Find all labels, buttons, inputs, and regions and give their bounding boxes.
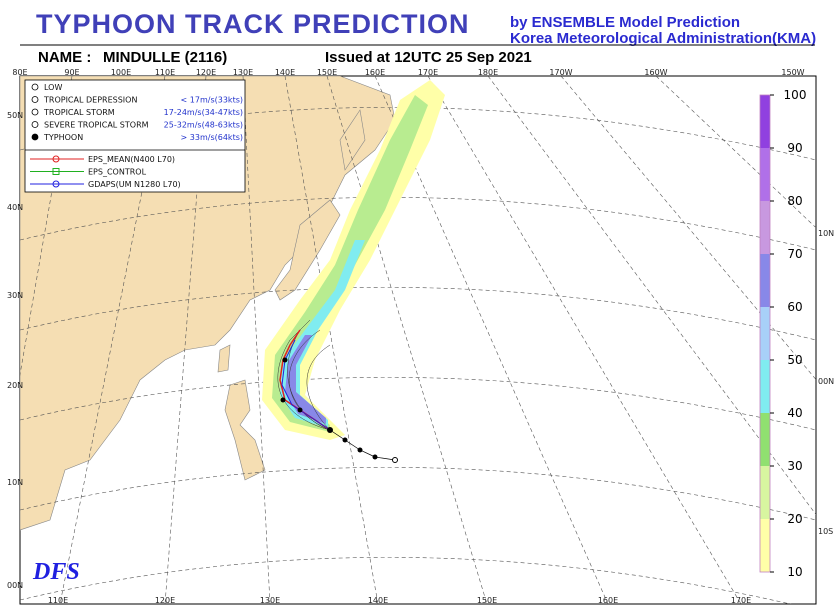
lat-label: 40N xyxy=(7,203,23,212)
colorbar-segment xyxy=(760,519,770,572)
intensity-label: TROPICAL STORM xyxy=(43,108,115,117)
colorbar-label: 90 xyxy=(787,141,802,155)
colorbar-segment xyxy=(760,254,770,307)
intensity-range: < 17m/s(33kts) xyxy=(181,96,243,105)
colorbar-segment xyxy=(760,95,770,148)
issued: Issued at 12UTC 25 Sep 2021 xyxy=(325,49,532,66)
title: TYPHOON TRACK PREDICTION xyxy=(36,9,470,39)
gdaps-track xyxy=(281,339,331,431)
colorbar-segment xyxy=(760,413,770,466)
legend: LOW TROPICAL DEPRESSION < 17m/s(33kts) TROP… xyxy=(30,83,243,189)
lon-label: 130E xyxy=(233,68,253,77)
colorbar-label: 30 xyxy=(787,459,802,473)
colorbar-segment xyxy=(760,307,770,360)
intensity-label: SEVERE TROPICAL STORM xyxy=(44,121,149,130)
colorbar-segment xyxy=(760,360,770,413)
intensity-range: > 33m/s(64kts) xyxy=(181,133,243,142)
intensity-label: LOW xyxy=(44,83,62,92)
lon-label: 170E xyxy=(418,68,438,77)
lon-label: 160W xyxy=(644,68,667,77)
lon-label: 140E xyxy=(275,68,295,77)
colorbar-label: 80 xyxy=(787,194,802,208)
lon-label: 160E xyxy=(365,68,385,77)
track-label: GDAPS(UM N1280 L70) xyxy=(88,180,181,189)
lon-label: 90E xyxy=(64,68,79,77)
track-symbol xyxy=(52,155,60,163)
colorbar-label: 50 xyxy=(787,353,802,367)
subtitle: Korea Meteorological Administration(KMA) xyxy=(510,30,816,47)
lon-label: 100E xyxy=(111,68,131,77)
lon-label: 150E xyxy=(477,596,497,605)
japan xyxy=(274,199,341,301)
subtitle: by ENSEMBLE Model Prediction xyxy=(510,14,740,31)
colorbar-label: 10 xyxy=(787,565,802,579)
lat-label: 10N xyxy=(7,478,23,487)
lon-label: 120E xyxy=(196,68,216,77)
lon-label: 140E xyxy=(368,596,388,605)
track-label: EPS_MEAN(N400 L70) xyxy=(88,155,175,164)
colorbar-label: 20 xyxy=(787,512,802,526)
intensity-label: TYPHOON xyxy=(43,133,83,142)
legend-box xyxy=(24,79,246,193)
sakhalin xyxy=(339,109,366,171)
name-label: NAME : xyxy=(38,49,91,66)
colorbar-segment xyxy=(760,466,770,519)
lon-label: 150W xyxy=(781,68,804,77)
lat-label: 00N xyxy=(7,581,23,590)
intensity-symbol xyxy=(31,96,39,103)
lon-label: 120E xyxy=(155,596,175,605)
colorbar-segment xyxy=(760,201,770,254)
lon-label: 170E xyxy=(731,596,751,605)
taiwan xyxy=(217,344,231,373)
lon-label: 130E xyxy=(260,596,280,605)
lon-label: 160E xyxy=(598,596,618,605)
colorbar-frame xyxy=(759,94,771,573)
intensity-label: TROPICAL DEPRESSION xyxy=(43,96,137,105)
member-tracks xyxy=(277,319,331,431)
lon-label: 180E xyxy=(478,68,498,77)
lat-label: 20N xyxy=(7,381,23,390)
colorbar-label: 100 xyxy=(784,88,807,102)
philippines xyxy=(224,379,266,481)
lat-label: 10S xyxy=(818,527,833,536)
track-symbol xyxy=(52,168,60,175)
lon-label: 80E xyxy=(12,68,27,77)
storm-name: MINDULLE (2116) xyxy=(103,49,227,66)
lat-label: 50N xyxy=(7,111,23,120)
track-label: EPS_CONTROL xyxy=(88,168,147,177)
lon-label: 170W xyxy=(549,68,572,77)
intensity-symbol xyxy=(31,108,39,116)
lat-label: 00N xyxy=(818,377,834,386)
colorbar-label: 40 xyxy=(787,406,802,420)
colorbar-label: 60 xyxy=(787,300,802,314)
plume-40 xyxy=(280,240,365,428)
colorbar: 10 20 30 40 50 60 70 80 90 100 xyxy=(759,88,807,579)
intensity-symbol xyxy=(31,121,39,128)
colorbar-label: 70 xyxy=(787,247,802,261)
intensity-symbol xyxy=(31,133,39,141)
track-symbol xyxy=(52,180,60,188)
lat-label: 10N xyxy=(818,229,834,238)
lon-label: 150E xyxy=(317,68,337,77)
track-markers xyxy=(280,357,398,463)
lon-label: 110E xyxy=(155,68,175,77)
intensity-range: 17-24m/s(34-47kts) xyxy=(164,108,243,117)
intensity-range: 25-32m/s(48-63kts) xyxy=(164,121,243,130)
logo: DFS xyxy=(32,559,80,585)
intensity-symbol xyxy=(31,83,39,91)
colorbar-segment xyxy=(760,148,770,201)
lat-label: 30N xyxy=(7,291,23,300)
lon-label: 110E xyxy=(48,596,68,605)
